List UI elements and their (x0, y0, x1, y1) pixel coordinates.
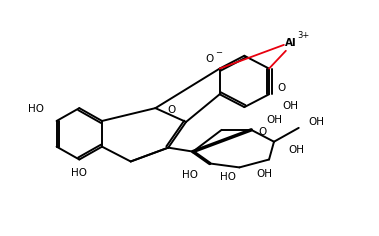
Text: O: O (167, 105, 175, 115)
Text: 3+: 3+ (298, 31, 310, 41)
Text: O: O (206, 54, 214, 64)
Text: O: O (258, 127, 266, 137)
Text: HO: HO (219, 172, 235, 182)
Text: OH: OH (256, 169, 272, 179)
Text: OH: OH (309, 117, 324, 127)
Text: HO: HO (71, 168, 87, 178)
Text: HO: HO (182, 170, 198, 180)
Text: O: O (278, 83, 286, 93)
Text: OH: OH (282, 101, 298, 111)
Text: HO: HO (28, 104, 44, 114)
Text: −: − (215, 48, 222, 57)
Text: OH: OH (289, 145, 305, 155)
Text: OH: OH (266, 115, 282, 125)
Text: Al: Al (285, 38, 297, 48)
